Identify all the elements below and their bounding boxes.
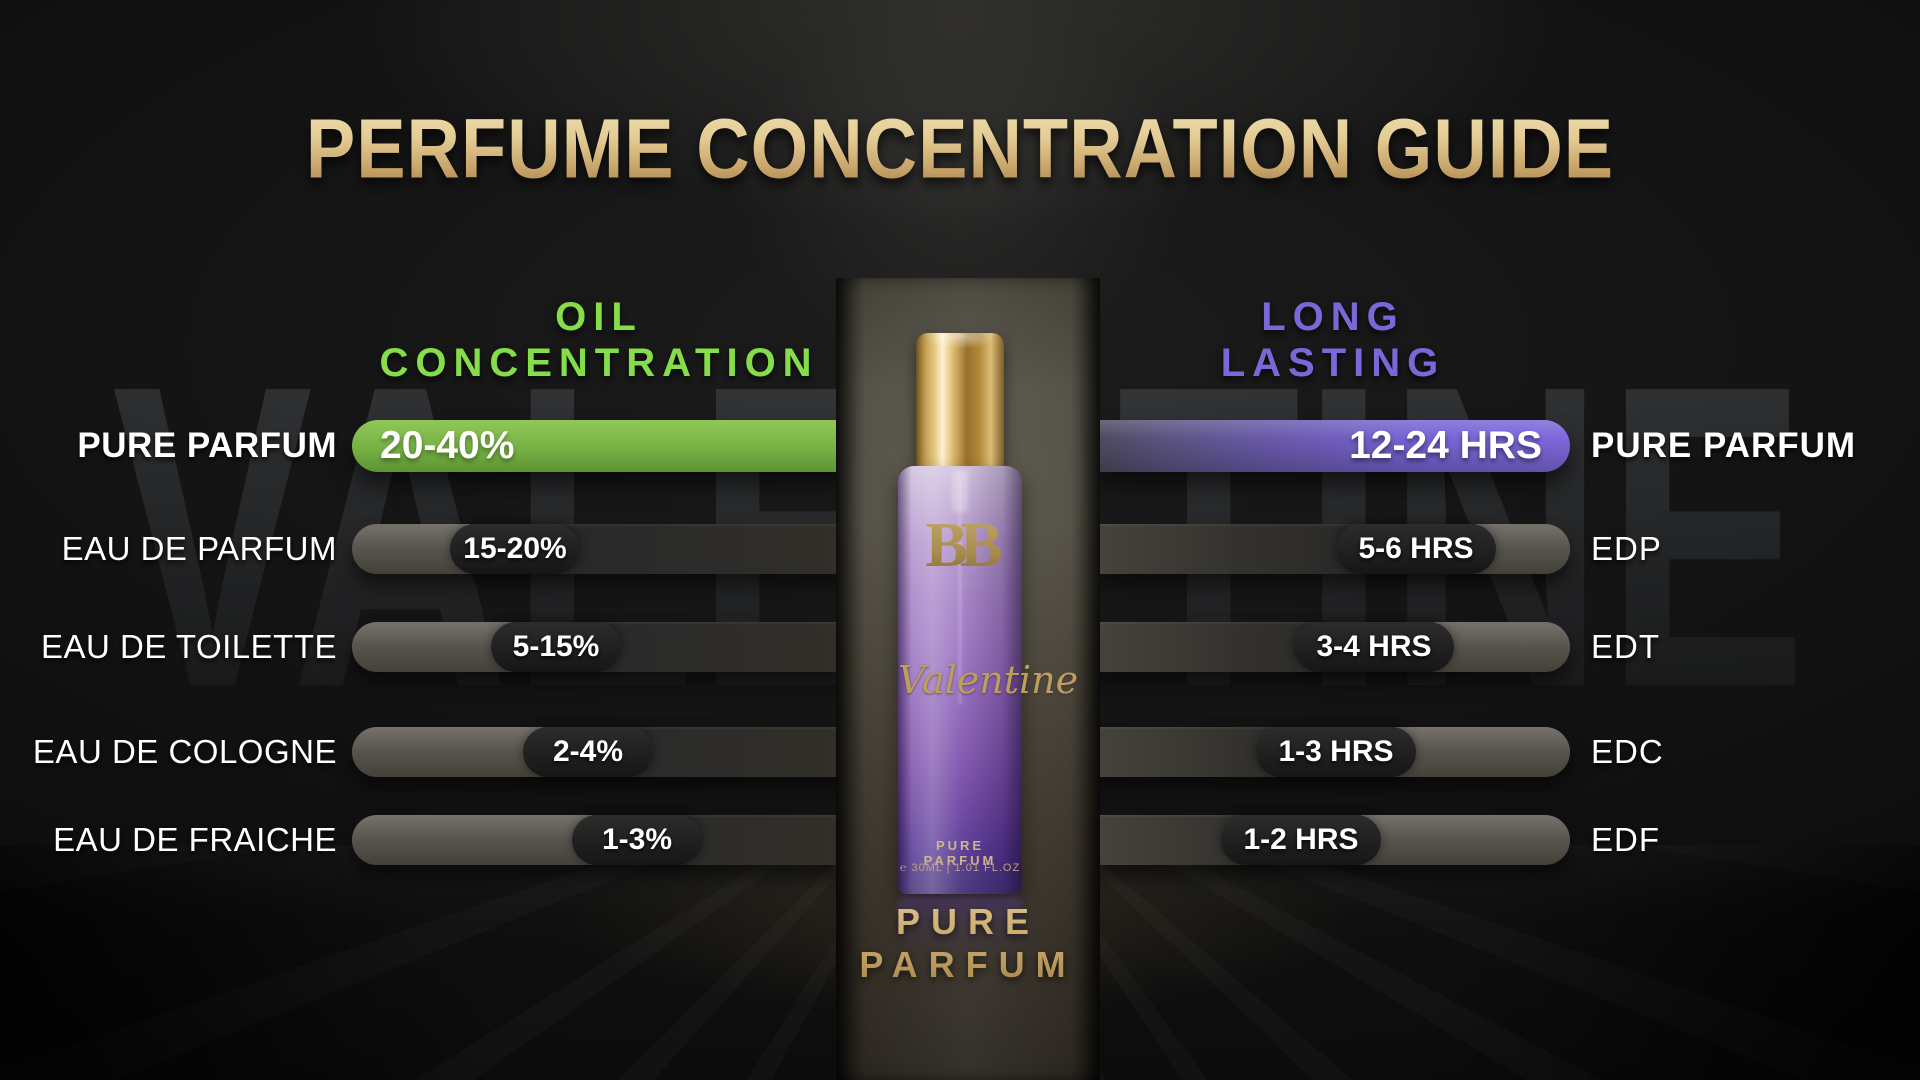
bar-fill xyxy=(1361,815,1570,865)
oil-header-line1: OIL xyxy=(555,295,643,339)
oil-concentration-header: OIL CONCENTRATION xyxy=(352,294,846,386)
right-row-label: PURE PARFUM xyxy=(1591,426,1857,465)
perfume-bottle: BB Valentine PURE PARFUM ℮ 30ML | 1.01 F… xyxy=(898,466,1079,894)
duration-bar-pure-parfum: 12-24 HRS xyxy=(1096,420,1570,472)
page-title: PERFUME CONCENTRATION GUIDE xyxy=(305,101,1615,196)
concentration-value-pill: 15-20% xyxy=(450,524,580,574)
bottle-cap xyxy=(916,333,1004,469)
oil-header-line2: CONCENTRATION xyxy=(379,341,819,385)
right-row-label: EDT xyxy=(1591,628,1660,665)
duration-bar-edt: 3-4 HRS xyxy=(1096,622,1570,672)
duration-value-pill: 1-2 HRS xyxy=(1221,815,1381,865)
concentration-bar-edp: 15-20% xyxy=(352,524,846,574)
lasting-header-line2: LASTING xyxy=(1220,341,1446,385)
duration-bar-edf: 1-2 HRS xyxy=(1096,815,1570,865)
right-row-label: EDP xyxy=(1591,530,1662,567)
lasting-header-line1: LONG xyxy=(1261,295,1405,339)
bar-fill xyxy=(1396,727,1570,777)
bar-fill xyxy=(352,727,543,777)
duration-bar-edp: 5-6 HRS xyxy=(1096,524,1570,574)
bottle-name: Valentine xyxy=(898,658,1079,702)
concentration-value: 20-40% xyxy=(380,424,515,467)
bar-fill xyxy=(352,815,592,865)
left-row-label: EAU DE FRAICHE xyxy=(53,821,337,858)
concentration-bar-pure-parfum: 20-40% xyxy=(352,420,846,472)
concentration-bar-edt: 5-15% xyxy=(352,622,846,672)
left-row-label: EAU DE PARFUM xyxy=(61,530,337,567)
duration-value-pill: 5-6 HRS xyxy=(1336,524,1496,574)
right-row-label: EDC xyxy=(1591,733,1664,770)
duration-value-pill: 3-4 HRS xyxy=(1294,622,1454,672)
concentration-bar-edf: 1-3% xyxy=(352,815,846,865)
bottle-volume-label: ℮ 30ML | 1.01 FL.OZ xyxy=(899,862,1021,874)
long-lasting-header: LONG LASTING xyxy=(1096,294,1570,386)
left-row-label: PURE PARFUM xyxy=(77,426,337,465)
caption-line1: PURE xyxy=(895,901,1041,942)
concentration-value-pill: 1-3% xyxy=(572,815,702,865)
concentration-value-pill: 5-15% xyxy=(491,622,621,672)
pure-parfum-caption: PURE PARFUM xyxy=(836,900,1100,986)
duration-value: 12-24 HRS xyxy=(1349,424,1542,467)
bottle-brand-logo: BB xyxy=(898,508,1022,582)
duration-value-pill: 1-3 HRS xyxy=(1256,727,1416,777)
right-row-label: EDF xyxy=(1591,821,1660,858)
bar-fill xyxy=(352,622,511,672)
left-row-label: EAU DE TOILETTE xyxy=(40,628,337,665)
caption-line2: PARFUM xyxy=(859,944,1077,985)
left-row-label: EAU DE COLOGNE xyxy=(32,733,337,770)
concentration-bar-edc: 2-4% xyxy=(352,727,846,777)
duration-bar-edc: 1-3 HRS xyxy=(1096,727,1570,777)
bar-fill xyxy=(1434,622,1570,672)
concentration-value-pill: 2-4% xyxy=(523,727,653,777)
